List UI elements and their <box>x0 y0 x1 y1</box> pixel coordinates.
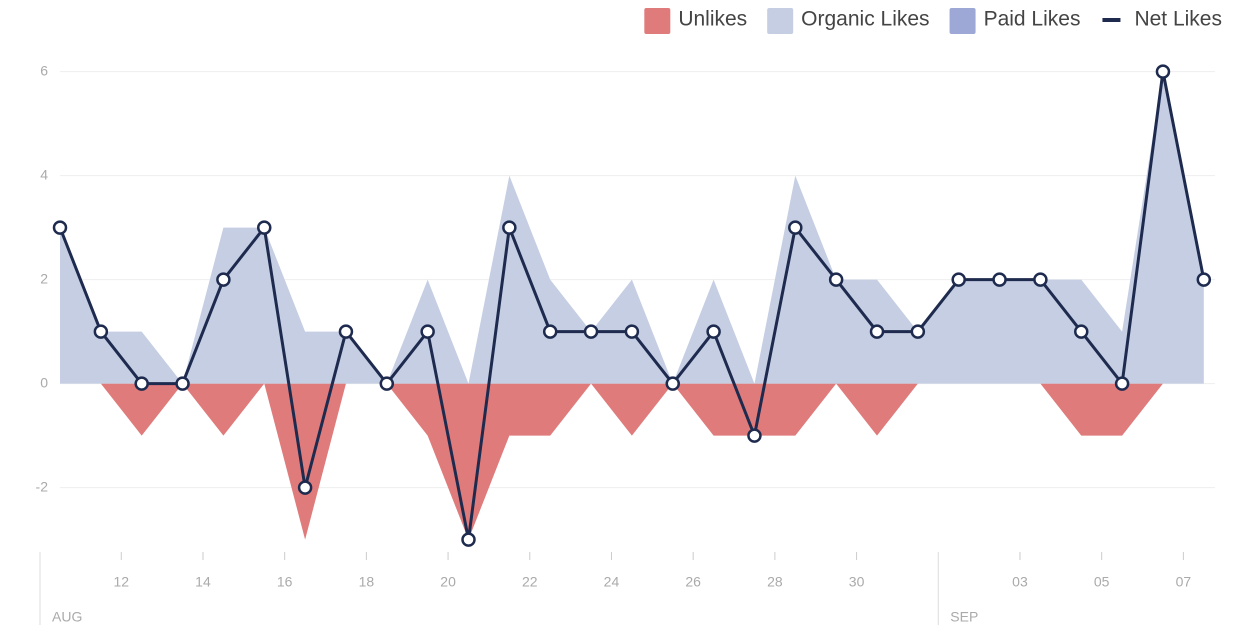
legend-label: Net Likes <box>1134 8 1222 31</box>
x-tick-label: 20 <box>440 574 456 590</box>
point <box>624 324 640 339</box>
legend-swatch <box>949 8 976 34</box>
point <box>1155 64 1171 79</box>
point <box>379 376 395 391</box>
point <box>542 324 558 339</box>
y-tick-label: 6 <box>40 62 48 78</box>
point <box>869 324 885 339</box>
x-tick-label: 18 <box>359 574 375 590</box>
point <box>828 272 844 287</box>
x-tick-label: 05 <box>1094 574 1110 590</box>
legend-label: Organic Likes <box>801 8 929 31</box>
y-tick-label: 4 <box>40 166 48 182</box>
legend-swatch <box>767 8 794 34</box>
x-tick-label: 16 <box>277 574 293 590</box>
x-tick-label: 03 <box>1012 574 1028 590</box>
y-tick-label: -2 <box>36 478 49 494</box>
x-tick-label: 28 <box>767 574 783 590</box>
point <box>257 220 272 235</box>
point <box>788 220 803 235</box>
point <box>461 532 476 547</box>
x-tick-label: 24 <box>604 574 620 590</box>
point <box>52 220 68 235</box>
point <box>747 428 762 443</box>
point <box>1114 376 1130 391</box>
point <box>992 272 1007 287</box>
legend-label: Paid Likes <box>984 8 1081 31</box>
point <box>951 272 966 287</box>
point <box>1033 272 1048 287</box>
point <box>502 220 517 235</box>
legend-label: Unlikes <box>678 8 747 31</box>
x-tick-label: 22 <box>522 574 538 590</box>
point <box>338 324 354 339</box>
x-tick-label: 26 <box>685 574 701 590</box>
point <box>420 324 435 339</box>
point <box>910 324 926 339</box>
point <box>297 480 313 495</box>
point <box>216 272 231 287</box>
y-tick-label: 2 <box>40 270 48 286</box>
month-label: SEP <box>950 609 978 625</box>
x-tick-label: 07 <box>1176 574 1192 590</box>
point <box>134 376 149 391</box>
month-label: AUG <box>52 609 82 625</box>
x-tick-label: 12 <box>113 574 129 590</box>
x-tick-label: 14 <box>195 574 211 590</box>
y-tick-label: 0 <box>40 374 48 390</box>
point <box>665 376 680 391</box>
point <box>583 324 599 339</box>
area <box>60 71 1204 384</box>
legend-swatch <box>644 8 671 34</box>
area <box>60 383 1204 540</box>
point <box>706 324 721 339</box>
point <box>1196 272 1212 287</box>
point <box>175 376 190 391</box>
x-tick-label: 30 <box>849 574 865 590</box>
point <box>93 324 109 339</box>
point <box>1074 324 1089 339</box>
